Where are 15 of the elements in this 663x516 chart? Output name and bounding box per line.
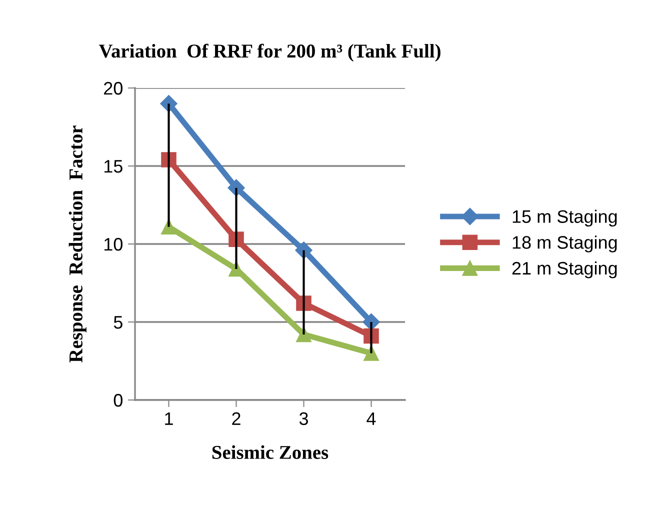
y-axis-title: Response Reduction Factor	[68, 126, 86, 362]
x-tick-label: 3	[299, 412, 308, 426]
y-tick-label: 15	[104, 160, 122, 173]
legend-label: 15 m Staging	[512, 210, 617, 227]
x-tick-label: 4	[366, 412, 376, 425]
chart-title: Variation Of RRF for 200 m³ (Tank Full)	[98, 44, 440, 62]
legend-label: 21 m Staging	[512, 261, 617, 278]
y-tick-label: 0	[114, 394, 122, 407]
x-axis-title: Seismic Zones	[212, 445, 328, 459]
legend-label: 18 m Staging	[512, 236, 617, 252]
x-tick-label: 2	[232, 412, 240, 425]
y-tick-label: 20	[104, 82, 122, 95]
x-tick-label: 1	[165, 412, 173, 425]
y-tick-label: 10	[104, 238, 122, 251]
y-tick-label: 5	[114, 316, 122, 329]
